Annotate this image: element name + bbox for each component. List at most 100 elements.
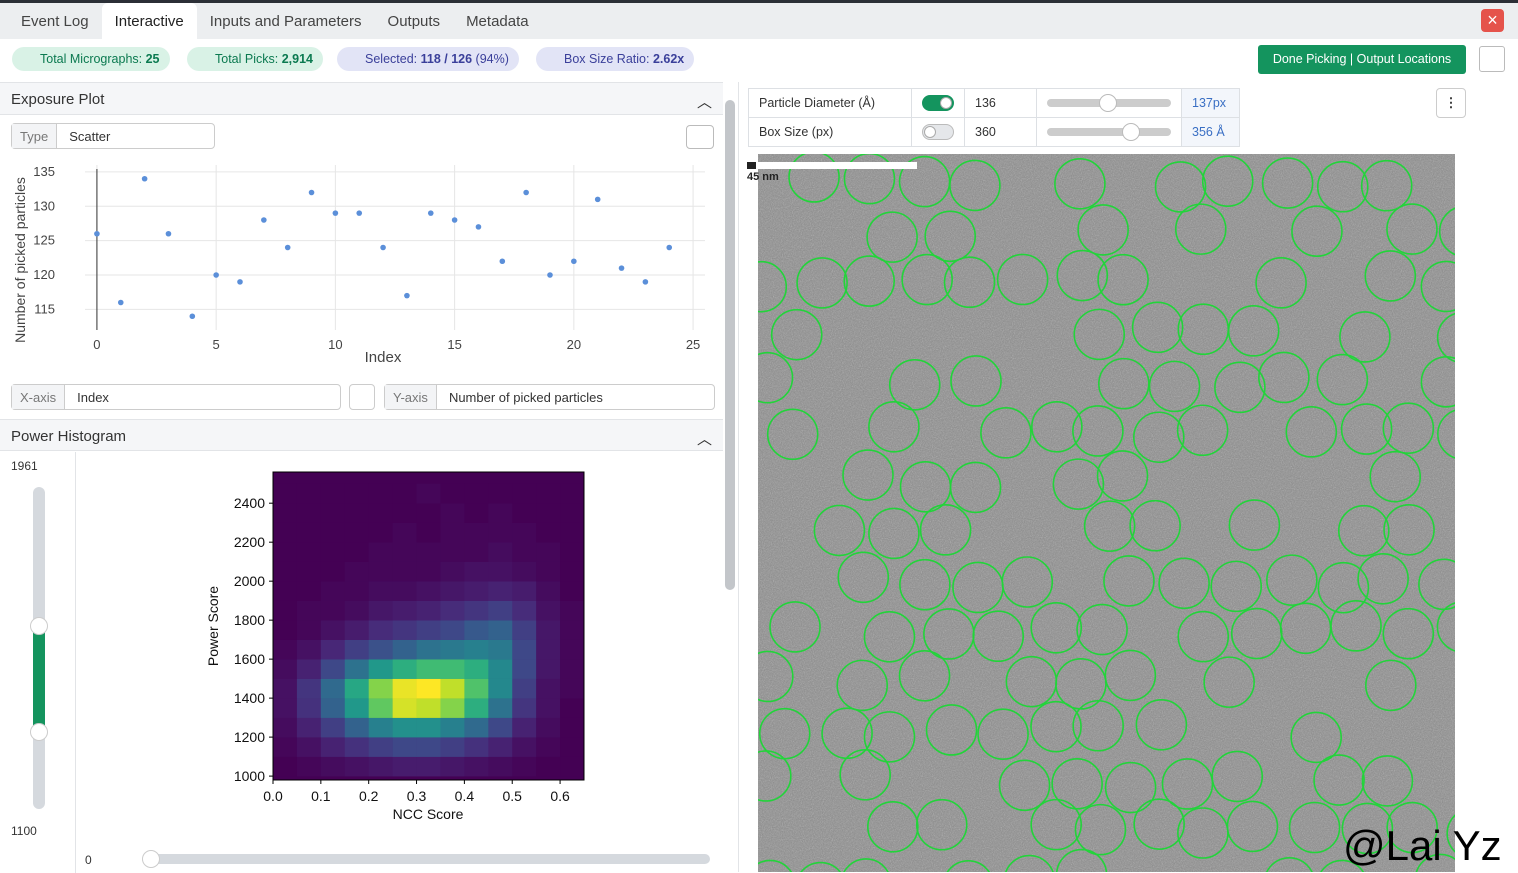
pick-circle xyxy=(1382,607,1435,660)
pick-circle xyxy=(1201,155,1254,207)
x-tick-label: 0.0 xyxy=(263,788,283,804)
heat-cell xyxy=(512,698,537,718)
heat-cell xyxy=(416,639,441,660)
heat-cell xyxy=(320,639,346,660)
pick-circle xyxy=(1076,603,1128,656)
heat-cell xyxy=(296,620,322,640)
sidebar-toggle[interactable] xyxy=(1479,46,1505,72)
horizontal-slider[interactable] xyxy=(142,850,710,868)
heat-cell xyxy=(273,600,298,621)
heat-cell xyxy=(392,561,417,582)
pick-circle xyxy=(1317,561,1370,614)
heat-cell xyxy=(320,737,346,757)
x-axis-select[interactable]: X-axis Index xyxy=(11,384,341,410)
heat-cell xyxy=(536,522,561,543)
pick-circle xyxy=(1211,750,1264,803)
heat-cell xyxy=(416,581,441,601)
heat-cell xyxy=(560,717,585,738)
heat-cell xyxy=(560,698,585,718)
point xyxy=(165,230,172,237)
pick-circle xyxy=(1382,402,1435,454)
heat-cell xyxy=(440,600,465,621)
x-tick-label: 0.6 xyxy=(550,788,570,804)
heat-cell xyxy=(296,581,322,601)
heat-cell xyxy=(392,756,417,777)
heat-cell xyxy=(392,600,417,621)
heat-cell xyxy=(464,756,489,777)
tab[interactable]: Event Log xyxy=(21,13,89,30)
heat-cell xyxy=(536,581,561,601)
heat-cell xyxy=(416,737,441,757)
pick-circle xyxy=(1265,856,1313,872)
pick-circle xyxy=(766,408,819,461)
heat-cell xyxy=(344,542,369,562)
pick-circle xyxy=(888,358,941,411)
heat-cell xyxy=(392,483,417,504)
heat-cell xyxy=(368,542,393,562)
tab[interactable]: Inputs and Parameters xyxy=(209,13,362,30)
pick-circle xyxy=(925,704,978,756)
heat-cell xyxy=(560,542,585,562)
panel-header: Power Histogram ︿ xyxy=(0,419,723,451)
heat-cell xyxy=(273,503,298,523)
type-select[interactable]: Type Scatter xyxy=(11,123,215,149)
heat-cell xyxy=(273,581,298,601)
stat-value: 2.62x xyxy=(652,52,685,66)
pick-circle xyxy=(1104,761,1157,814)
x-tick-label: 5 xyxy=(213,337,220,352)
control-converted: 137px xyxy=(1181,88,1240,118)
scrollbar[interactable] xyxy=(725,100,735,590)
heat-cell xyxy=(320,698,346,718)
heat-cell xyxy=(464,639,489,660)
heat-cell xyxy=(560,561,585,582)
pick-circle xyxy=(1228,499,1281,551)
heat-cell xyxy=(488,698,513,718)
y-tick-label: 125 xyxy=(33,233,55,248)
heat-cell xyxy=(273,698,298,718)
swap-button[interactable] xyxy=(349,384,375,410)
tab[interactable]: Metadata xyxy=(466,13,529,30)
heat-cell xyxy=(296,717,322,738)
pick-circle xyxy=(1383,503,1435,556)
y-axis-select[interactable]: Y-axis Number of picked particles xyxy=(384,384,715,410)
pick-circle xyxy=(1030,798,1082,851)
pick-circle xyxy=(770,308,823,361)
select-label: Y-axis xyxy=(385,385,437,409)
control-label: Particle Diameter (Å) xyxy=(748,88,912,118)
x-tick-label: 25 xyxy=(686,337,700,352)
tab[interactable]: Interactive xyxy=(101,3,197,39)
pick-circle xyxy=(1266,554,1318,606)
pick-circle xyxy=(1290,711,1342,764)
heat-cell xyxy=(560,737,585,757)
toggle[interactable] xyxy=(922,95,954,111)
heat-cell xyxy=(488,737,513,757)
heat-cell xyxy=(488,483,513,504)
vertical-slider[interactable] xyxy=(30,487,48,809)
pick-circle xyxy=(1174,203,1227,255)
heat-cell xyxy=(536,659,561,679)
heat-cell xyxy=(488,620,513,640)
pick-circle xyxy=(1357,552,1409,605)
heat-cell xyxy=(512,503,537,523)
pick-circle xyxy=(1072,405,1124,457)
menu-button[interactable]: ⋮ xyxy=(1436,88,1466,118)
point xyxy=(380,244,386,251)
pick-circle xyxy=(1285,406,1338,458)
select-label: X-axis xyxy=(12,385,66,409)
point xyxy=(117,299,124,306)
heat-cell xyxy=(392,659,417,679)
heat-cell xyxy=(464,503,489,523)
pick-circle xyxy=(866,211,918,263)
toggle[interactable] xyxy=(922,124,954,140)
control-value: 360 xyxy=(964,117,1037,147)
heat-cell xyxy=(440,756,465,777)
heat-cell xyxy=(440,503,465,523)
done-button[interactable]: Done Picking | Output Locations xyxy=(1258,45,1466,74)
heat-cell xyxy=(488,717,513,738)
download-button[interactable] xyxy=(686,125,714,149)
tab[interactable]: Outputs xyxy=(387,13,441,30)
heat-cell xyxy=(416,678,441,699)
close-button[interactable]: × xyxy=(1481,9,1504,32)
heat-cell xyxy=(296,503,322,523)
heat-cell xyxy=(488,600,513,621)
